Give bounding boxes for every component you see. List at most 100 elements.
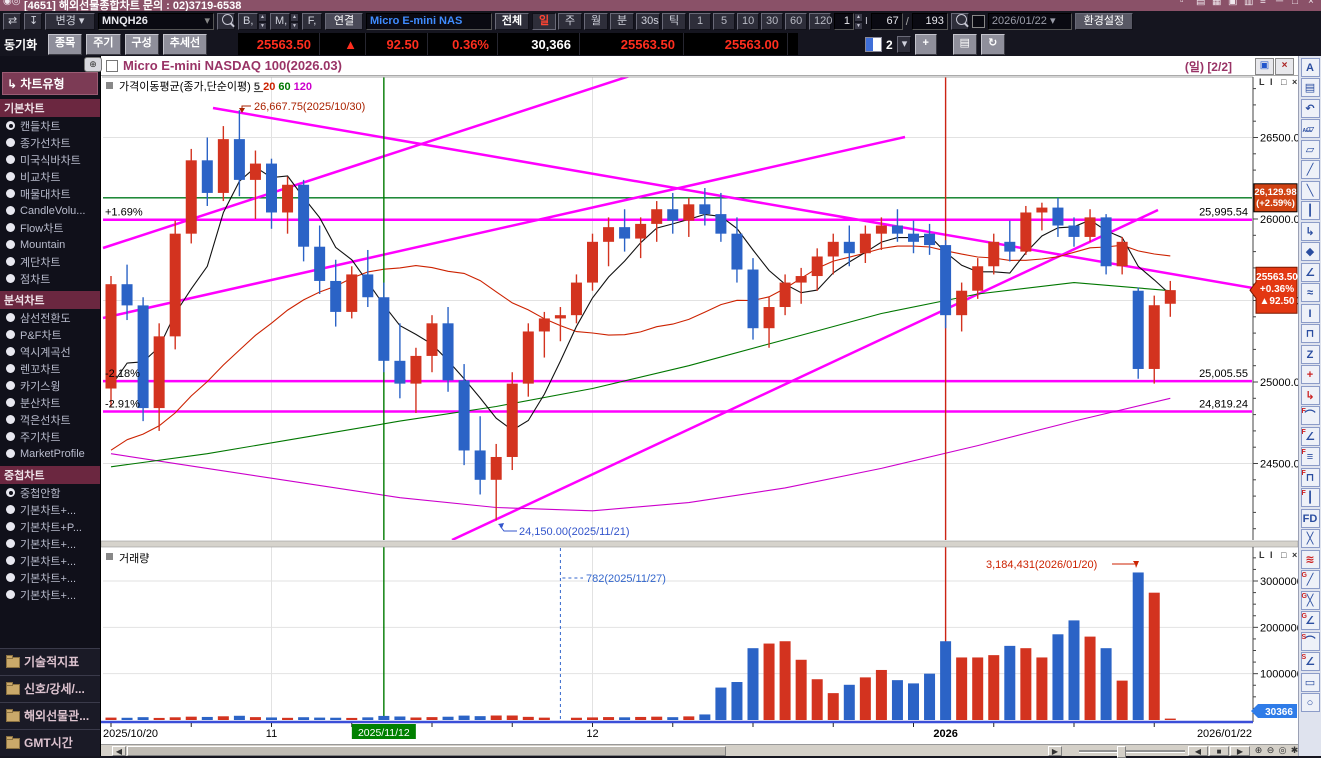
sidebar-folder-해외선물관...[interactable]: 해외선물관...	[0, 702, 100, 729]
draw-tool-icon[interactable]: ◆	[1300, 242, 1320, 261]
zoom-control-icon[interactable]: ✱	[1289, 745, 1300, 756]
zoom-control-icon[interactable]: ⊖	[1265, 745, 1276, 756]
chart-checkbox[interactable]	[106, 60, 118, 72]
draw-tool-icon[interactable]: ╱	[1300, 160, 1320, 179]
pane-button[interactable]: I	[1270, 550, 1273, 560]
sidebar-item[interactable]: 미국식바차트	[0, 151, 100, 168]
sidebar-item[interactable]: 비교차트	[0, 168, 100, 185]
draw-tool-icon[interactable]: I	[1300, 303, 1320, 323]
sidebar-item[interactable]: CandleVolu...	[0, 202, 100, 219]
window-control-icon[interactable]: ×	[1308, 0, 1314, 7]
draw-tool-icon[interactable]: ○	[1300, 693, 1320, 712]
sidebar-item[interactable]: P&F차트	[0, 326, 100, 343]
period-button-주[interactable]: 주	[558, 13, 582, 30]
draw-tool-icon[interactable]: ╳	[1300, 529, 1320, 548]
sidebar-item[interactable]: Flow차트	[0, 219, 100, 236]
window-control-icon[interactable]: ─	[1276, 0, 1284, 7]
sidebar-item[interactable]: 주기차트	[0, 428, 100, 445]
period-button-분[interactable]: 분	[610, 13, 634, 30]
pane-button[interactable]: ×	[1292, 77, 1297, 87]
sidebar-item[interactable]: Mountain	[0, 236, 100, 253]
draw-tool-icon[interactable]: ≈	[1300, 283, 1320, 302]
sidebar-item[interactable]: 기본차트+...	[0, 501, 100, 518]
connect-button[interactable]: 연결	[325, 13, 363, 30]
sidebar-item[interactable]: MarketProfile	[0, 445, 100, 462]
window-control-icon[interactable]: ▫	[1180, 0, 1184, 7]
interval-button-1[interactable]: 1	[689, 13, 711, 30]
symbol-input[interactable]: MNQH26 ▾	[98, 13, 214, 30]
sidebar-item[interactable]: 기본차트+...	[0, 535, 100, 552]
play-control-button[interactable]: ■	[1209, 746, 1229, 756]
change-button[interactable]: 변경 ▾	[45, 13, 95, 30]
quote-button-주기[interactable]: 주기	[86, 34, 121, 55]
sidebar-item[interactable]: 기본차트+...	[0, 586, 100, 603]
draw-tool-icon[interactable]: ▱ ALL	[1300, 119, 1320, 138]
sidebar-item[interactable]: 꺽은선차트	[0, 411, 100, 428]
draw-tool-icon[interactable]: ∠	[1300, 262, 1320, 282]
sidebar-item[interactable]: 기본차트+...	[0, 569, 100, 586]
save-icon[interactable]: ▤	[952, 34, 977, 55]
draw-tool-icon[interactable]: ╲	[1300, 180, 1320, 200]
sidebar-item[interactable]: 역시계곡선	[0, 343, 100, 360]
draw-tool-icon[interactable]: ∠ G	[1300, 611, 1320, 630]
pane-splitter[interactable]	[101, 540, 1298, 548]
zoom-control-icon[interactable]: ◎	[1277, 745, 1288, 756]
quote-button-종목[interactable]: 종목	[48, 34, 83, 55]
interval-button-120[interactable]: 120	[809, 13, 832, 30]
window-control-icon[interactable]: ▤	[1196, 0, 1206, 7]
scroll-left-button[interactable]: ◀	[112, 746, 126, 756]
sidebar-folder-기술적지표[interactable]: 기술적지표	[0, 648, 100, 675]
window-control-icon[interactable]: ≡	[1260, 0, 1266, 7]
m-spinner[interactable]: M, ▲ ▼	[270, 13, 299, 30]
play-control-button[interactable]: ◀	[1188, 746, 1208, 756]
quote-button-구성[interactable]: 구성	[124, 34, 159, 55]
all-button[interactable]: 전체	[495, 13, 529, 30]
pane-button[interactable]: L	[1259, 550, 1265, 560]
sidebar-item[interactable]: 종가선차트	[0, 134, 100, 151]
interval-button-60[interactable]: 60	[785, 13, 807, 30]
draw-tool-icon[interactable]: ∠ S	[1300, 652, 1320, 671]
window-control-icon[interactable]: ▥	[1244, 0, 1254, 7]
balloon-plus-icon[interactable]: ⊕	[84, 57, 102, 72]
sidebar-item[interactable]: 캔들차트	[0, 117, 100, 134]
zoom-search-icon[interactable]	[950, 13, 969, 30]
window-control-icon[interactable]: ▦	[1212, 0, 1222, 7]
bar-width-slider[interactable]	[1079, 746, 1185, 758]
draw-tool-icon[interactable]: ↳	[1300, 221, 1320, 241]
settings-button[interactable]: 환경설정	[1074, 13, 1133, 30]
quote-button-추세선[interactable]: 추세선	[162, 34, 208, 55]
period-button-일[interactable]: 일	[532, 13, 556, 30]
draw-tool-icon[interactable]: ∠ F	[1300, 426, 1320, 446]
count-spinner[interactable]: 1 ▲ ▼ I	[834, 13, 868, 30]
draw-tool-icon[interactable]: ≡ F	[1300, 447, 1320, 466]
interval-button-5[interactable]: 5	[713, 13, 735, 30]
search-icon[interactable]	[217, 13, 235, 30]
scroll-right-button[interactable]: ▶	[1048, 746, 1062, 756]
draw-tool-icon[interactable]: ▱	[1300, 139, 1320, 159]
zoom-control-icon[interactable]: ⊕	[1253, 745, 1264, 756]
sidebar-folder-GMT시간[interactable]: GMT시간	[0, 729, 100, 756]
pane-button[interactable]: L	[1259, 77, 1265, 87]
period-button-30s[interactable]: 30s	[636, 13, 660, 30]
date-checkbox[interactable]	[971, 15, 985, 28]
sidebar-item[interactable]: 중첩안함	[0, 484, 100, 501]
draw-tool-icon[interactable]: FD	[1300, 508, 1320, 528]
window-control-icon[interactable]: ▣	[1228, 0, 1238, 7]
sidebar-item[interactable]: 점차트	[0, 270, 100, 287]
close-icon[interactable]: ×	[1275, 58, 1294, 75]
b-spinner[interactable]: B, ▲ ▼	[238, 13, 267, 30]
sidebar-item[interactable]: 기본차트+P...	[0, 518, 100, 535]
add-chart-button[interactable]: +	[914, 34, 937, 55]
draw-tool-icon[interactable]: ⊓ F	[1300, 467, 1320, 487]
sidebar-item[interactable]: 계단차트	[0, 253, 100, 270]
draw-tool-icon[interactable]: A	[1300, 57, 1320, 77]
draw-tool-icon[interactable]: ↳	[1300, 385, 1320, 405]
sidebar-item[interactable]: 기본차트+...	[0, 552, 100, 569]
interval-button-10[interactable]: 10	[737, 13, 759, 30]
date-picker[interactable]: 2026/01/22 ▾	[987, 13, 1072, 30]
draw-tool-icon[interactable]: ≋	[1300, 549, 1320, 569]
period-button-월[interactable]: 월	[584, 13, 608, 30]
draw-tool-icon[interactable]: ⊓	[1300, 324, 1320, 343]
draw-tool-icon[interactable]: ⌒ F	[1300, 406, 1320, 425]
f-button[interactable]: F,	[302, 13, 322, 30]
